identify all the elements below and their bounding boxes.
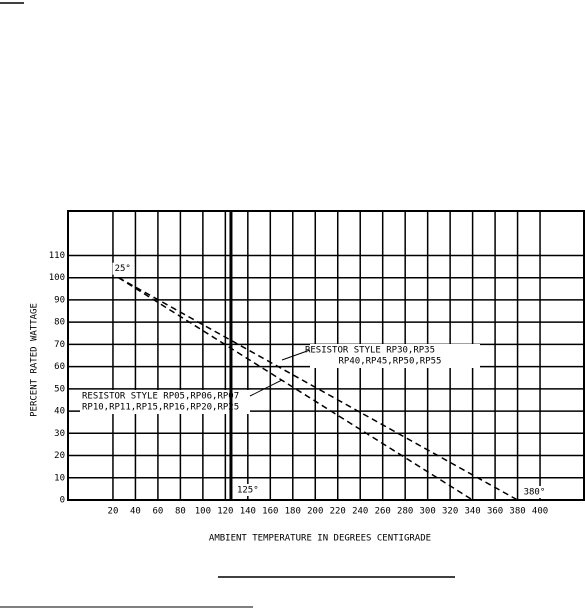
leader-line bbox=[281, 349, 311, 361]
x-tick-label: 260 bbox=[375, 507, 391, 517]
y-tick-label: 30 bbox=[54, 429, 65, 439]
label-bg bbox=[112, 262, 135, 275]
y-tick-label: 10 bbox=[54, 473, 65, 483]
x-tick-label: 380 bbox=[509, 507, 525, 517]
x-tick-label: 340 bbox=[464, 507, 480, 517]
label-bg bbox=[310, 344, 480, 368]
annotation: 25° bbox=[115, 264, 131, 274]
x-tick-label: 220 bbox=[330, 507, 346, 517]
label-bg bbox=[521, 486, 548, 498]
y-axis-label: PERCENT RATED WATTAGE bbox=[30, 303, 40, 417]
y-tick-label: 70 bbox=[54, 340, 65, 350]
y-tick-label: 60 bbox=[54, 362, 65, 372]
x-tick-label: 80 bbox=[175, 507, 186, 517]
x-tick-label: 180 bbox=[285, 507, 301, 517]
series-line bbox=[118, 277, 518, 501]
y-tick-label: 40 bbox=[54, 407, 65, 417]
x-tick-label: 40 bbox=[130, 507, 141, 517]
x-tick-label: 140 bbox=[240, 507, 256, 517]
x-tick-label: 160 bbox=[262, 507, 278, 517]
x-tick-label: 320 bbox=[442, 507, 458, 517]
x-tick-label: 360 bbox=[487, 507, 503, 517]
leader-line bbox=[249, 379, 283, 397]
label-bg bbox=[234, 484, 263, 496]
x-tick-label: 280 bbox=[397, 507, 413, 517]
series-label: RP10,RP11,RP15,RP16,RP20,RP25 bbox=[82, 403, 239, 413]
x-tick-label: 400 bbox=[532, 507, 548, 517]
y-tick-label: 90 bbox=[54, 295, 65, 305]
x-tick-label: 60 bbox=[152, 507, 163, 517]
x-tick-label: 20 bbox=[108, 507, 119, 517]
y-tick-label: 100 bbox=[49, 273, 65, 283]
x-axis-label: AMBIENT TEMPERATURE IN DEGREES CENTIGRAD… bbox=[209, 534, 431, 544]
series-label: RP40,RP45,RP50,RP55 bbox=[339, 357, 442, 367]
x-tick-label: 120 bbox=[217, 507, 233, 517]
y-tick-label: 20 bbox=[54, 451, 65, 461]
y-tick-label: 80 bbox=[54, 318, 65, 328]
x-tick-label: 240 bbox=[352, 507, 368, 517]
annotation: 125° bbox=[237, 486, 259, 496]
y-tick-label: 50 bbox=[54, 384, 65, 394]
y-tick-label: 0 bbox=[60, 496, 65, 506]
x-tick-label: 200 bbox=[307, 507, 323, 517]
annotation: 380° bbox=[524, 488, 546, 498]
series-label: RESISTOR STYLE RP05,RP06,RP07 bbox=[82, 392, 239, 402]
label-bg bbox=[80, 390, 250, 414]
y-tick-label: 110 bbox=[49, 251, 65, 261]
series-label: RESISTOR STYLE RP30,RP35 bbox=[305, 346, 435, 356]
x-tick-label: 100 bbox=[195, 507, 211, 517]
x-tick-label: 300 bbox=[420, 507, 436, 517]
